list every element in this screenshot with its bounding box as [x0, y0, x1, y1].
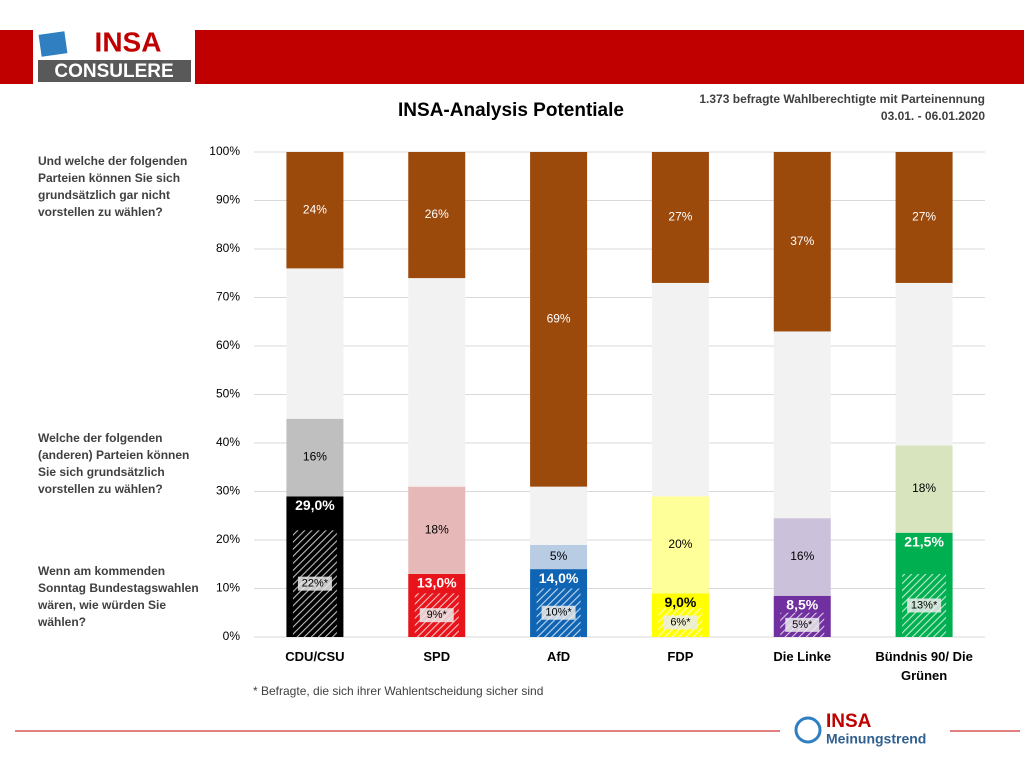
bar-segment: [408, 486, 466, 574]
data-label: 26%: [425, 207, 449, 221]
data-label: 29,0%: [295, 497, 335, 513]
x-tick-label: AfD: [547, 649, 571, 664]
logo-sub: CONSULERE: [54, 61, 173, 82]
logo-text: INSA: [95, 26, 162, 57]
sure-label-bg: [541, 605, 576, 620]
bar-segment: [530, 544, 588, 570]
y-tick-label: 0%: [223, 629, 241, 643]
y-tick-label: 70%: [216, 290, 240, 304]
data-label: 9,0%: [664, 594, 696, 610]
sure-label-bg: [297, 576, 332, 591]
bar-segment: [286, 268, 344, 419]
footer-logo: INSA: [826, 711, 872, 732]
subtitle: 03.01. - 06.01.2020: [881, 109, 985, 123]
row-label: Welche der folgenden (anderen) Parteien …: [38, 431, 190, 496]
bar-segment: [773, 331, 831, 519]
x-tick-label: FDP: [667, 649, 694, 664]
sure-label: 13%*: [911, 599, 938, 611]
data-label: 18%: [912, 481, 936, 495]
data-label: 69%: [547, 311, 571, 325]
bar-segment: [651, 282, 709, 497]
data-label: 14,0%: [539, 570, 579, 586]
bar-segment: [895, 152, 953, 283]
x-tick-label: Bündnis 90/ Die Grünen: [875, 649, 973, 683]
bar-segment: [286, 418, 344, 497]
row-label: Und welche der folgenden Parteien können…: [38, 154, 188, 219]
bar-segment: [408, 152, 466, 279]
data-label: 16%: [790, 549, 814, 563]
sure-label: 5%*: [792, 619, 813, 631]
y-tick-label: 60%: [216, 338, 240, 352]
sure-label: 22%*: [302, 578, 329, 590]
bar-segment: [773, 518, 831, 596]
sure-label-bg: [785, 617, 820, 632]
y-tick-label: 20%: [216, 532, 240, 546]
x-tick-label: Die Linke: [773, 649, 832, 664]
data-label: 5%: [550, 549, 568, 563]
logo-sub-box: [38, 60, 191, 82]
row-label: Wenn am kommenden Sonntag Bundestagswahl…: [38, 564, 199, 629]
bar-segment: [895, 282, 953, 446]
x-tick-label: CDU/CSU: [285, 649, 345, 664]
data-label: 20%: [668, 537, 692, 551]
y-tick-label: 100%: [209, 144, 240, 158]
data-label: 27%: [912, 210, 936, 224]
bar-segment: [408, 278, 466, 487]
y-tick-label: 90%: [216, 193, 240, 207]
bar-segment: [286, 152, 344, 269]
sure-label: 9%*: [427, 609, 448, 621]
y-tick-label: 50%: [216, 387, 240, 401]
sure-label-bg: [907, 598, 942, 613]
footnote: * Befragte, die sich ihrer Wahlentscheid…: [253, 684, 543, 698]
y-tick-label: 30%: [216, 484, 240, 498]
y-tick-label: 80%: [216, 241, 240, 255]
data-label: 13,0%: [417, 575, 457, 591]
y-tick-label: 40%: [216, 435, 240, 449]
logo-icon: [38, 31, 68, 57]
bar-segment: [530, 152, 588, 487]
footer-logo-sub: Meinungstrend: [826, 731, 926, 747]
data-label: 8,5%: [786, 596, 818, 612]
footer-logo-icon: [794, 716, 822, 744]
data-label: 21,5%: [904, 533, 944, 549]
bar-segment: [895, 445, 953, 533]
subtitle: 1.373 befragte Wahlberechtigte mit Parte…: [699, 92, 985, 106]
bar-segment: [530, 486, 588, 545]
sure-label: 6%*: [670, 616, 691, 628]
x-tick-label: SPD: [423, 649, 451, 664]
bar-segment: [651, 496, 709, 594]
data-label: 27%: [668, 210, 692, 224]
chart-title: INSA-Analysis Potentiale: [398, 100, 624, 121]
data-label: 18%: [425, 522, 449, 536]
sure-label: 10%*: [545, 607, 572, 619]
bar-segment: [773, 152, 831, 332]
sure-label-bg: [663, 615, 698, 630]
data-label: 37%: [790, 234, 814, 248]
data-label: 24%: [303, 202, 327, 216]
bar-segment: [651, 152, 709, 283]
data-label: 16%: [303, 450, 327, 464]
y-tick-label: 10%: [216, 581, 240, 595]
sure-label-bg: [419, 608, 454, 623]
